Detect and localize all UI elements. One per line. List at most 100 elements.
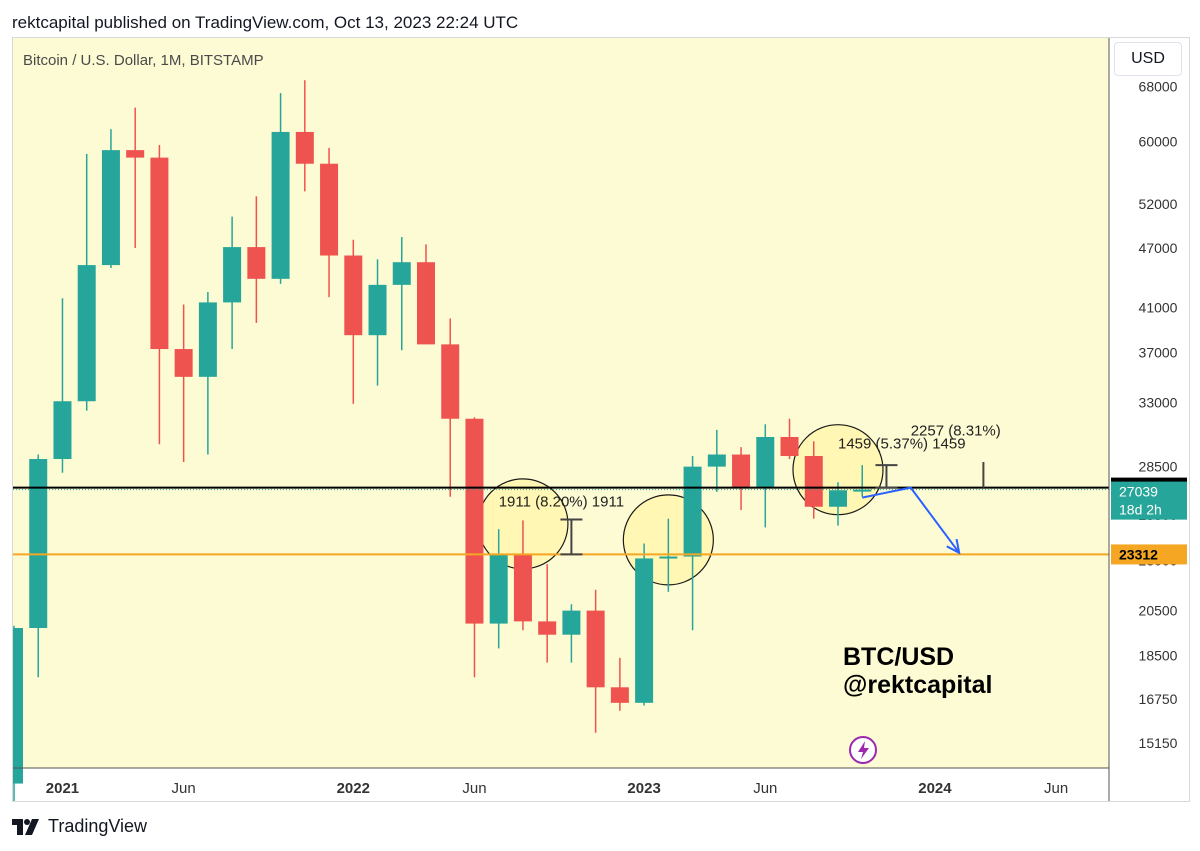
y-tick-label: 20500 (1139, 603, 1178, 619)
candle-body (344, 255, 363, 336)
candle-body (732, 454, 751, 488)
candle-body (223, 247, 242, 303)
y-tick-label: 37000 (1139, 345, 1178, 361)
candle-body (198, 302, 217, 377)
candle-body (804, 456, 823, 507)
candle-body (683, 466, 702, 557)
y-tick-label: 41000 (1139, 300, 1178, 316)
candle-body (538, 621, 557, 635)
candle (513, 520, 532, 631)
y-tick-label: 28500 (1139, 459, 1178, 475)
candle (53, 298, 72, 473)
candle-body (513, 554, 532, 622)
lightning-bolt (858, 741, 869, 759)
candle-body (780, 436, 799, 457)
candle-body (150, 157, 169, 350)
candle (441, 318, 460, 497)
x-tick-label: Jun (172, 780, 196, 797)
chart-panel[interactable]: Bitcoin / U.S. Dollar, 1M, BITSTAMP BTC/… (12, 37, 1190, 802)
candle-body (392, 262, 411, 285)
candle (853, 465, 872, 497)
candle (198, 291, 217, 455)
price-chart[interactable]: Bitcoin / U.S. Dollar, 1M, BITSTAMP BTC/… (13, 38, 1190, 802)
candle (804, 441, 823, 519)
price-tag-last-value: 27039 (1119, 484, 1158, 500)
candle (610, 657, 629, 711)
candles (13, 80, 872, 801)
x-tick-label: Jun (753, 780, 777, 797)
x-tick-label: 2022 (337, 780, 370, 797)
candle-body (53, 401, 72, 460)
lightning-icon[interactable] (849, 736, 877, 764)
candle (150, 144, 169, 445)
footer-brand[interactable]: TradingView (12, 816, 147, 837)
candle-body (29, 459, 48, 629)
candle (683, 456, 702, 631)
candle (126, 107, 145, 249)
x-tick-label: Jun (1044, 780, 1068, 797)
candle-body (707, 454, 726, 467)
price-tag-last: 27039 18d 2h (1111, 481, 1187, 520)
axes: 1515016750185002050023000255002850033000… (13, 38, 1187, 801)
x-tick-label: Jun (462, 780, 486, 797)
candle-body (295, 131, 314, 164)
measure-label: 1911 (8.20%) 1911 (499, 494, 624, 511)
y-tick-label: 16750 (1139, 691, 1178, 707)
candle-body (247, 247, 266, 279)
y-tick-label: 33000 (1139, 395, 1178, 411)
price-tag-support: 23312 (1111, 544, 1187, 565)
footer-brand-text: TradingView (48, 816, 148, 836)
measure-label: 2257 (8.31%) (911, 423, 1001, 440)
y-tick-label: 60000 (1139, 133, 1178, 149)
candle-body (126, 150, 145, 158)
candle (320, 147, 339, 298)
candle (247, 196, 266, 323)
candle-body (586, 610, 605, 688)
candle-body (659, 556, 678, 559)
candle (368, 259, 387, 386)
projection-arrow (862, 486, 961, 555)
candle (756, 424, 775, 528)
candle-body (610, 687, 629, 703)
candle (562, 604, 581, 663)
candle-body (828, 490, 847, 507)
candle-body (756, 436, 775, 488)
currency-button[interactable]: USD (1114, 42, 1182, 76)
candle-body (174, 349, 193, 377)
candle (538, 564, 557, 663)
plot-background (13, 38, 1109, 768)
candle (295, 80, 314, 192)
projection-line (862, 486, 960, 554)
candle-body (562, 610, 581, 635)
watermark-handle: @rektcapital (843, 671, 992, 699)
candle-body (77, 265, 96, 402)
candle-body (320, 163, 339, 256)
candle (29, 454, 48, 678)
candle (13, 625, 23, 801)
candle-body (13, 628, 23, 784)
candle-body (853, 489, 872, 492)
candle (707, 429, 726, 492)
candle-body (635, 558, 654, 703)
x-tick-label: 2024 (918, 780, 952, 797)
x-tick-label: 2023 (627, 780, 660, 797)
candle (77, 153, 96, 411)
range-markers (560, 462, 985, 556)
price-tag-support-text: 23312 (1119, 546, 1158, 562)
candle-body (489, 554, 508, 624)
candle (489, 529, 508, 649)
candle (101, 129, 120, 268)
chart-title: Bitcoin / U.S. Dollar, 1M, BITSTAMP (23, 52, 264, 69)
candle (635, 543, 654, 706)
x-tick-label: 2021 (46, 780, 79, 797)
candle (223, 216, 242, 350)
y-tick-label: 52000 (1139, 196, 1178, 212)
candle-body (368, 284, 387, 336)
price-tag-countdown: 18d 2h (1119, 502, 1162, 518)
watermark-group: BTC/USD @rektcapital (843, 643, 992, 699)
publish-info: rektcapital published on TradingView.com… (12, 13, 519, 32)
candle (732, 447, 751, 511)
measure-label: 1459 (5.37%) 1459 (838, 436, 966, 453)
price-tag-last-bg (1111, 481, 1187, 520)
